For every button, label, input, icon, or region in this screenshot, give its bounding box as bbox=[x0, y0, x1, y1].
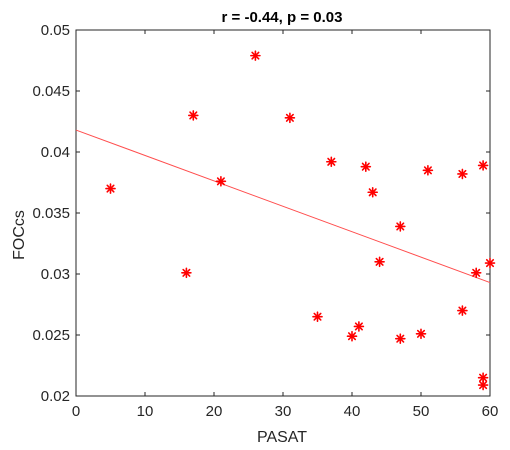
data-point bbox=[312, 311, 323, 323]
x-tick-label: 40 bbox=[344, 403, 361, 420]
x-tick-label: 0 bbox=[72, 403, 80, 420]
y-tick-label: 0.035 bbox=[32, 205, 70, 222]
y-axis-label: FOCcs bbox=[11, 210, 28, 260]
data-point bbox=[284, 112, 296, 124]
chart-title: r = -0.44, p = 0.03 bbox=[222, 9, 343, 26]
data-point bbox=[325, 156, 337, 168]
data-point bbox=[374, 256, 385, 268]
regression-line bbox=[75, 129, 491, 284]
data-point bbox=[188, 110, 199, 121]
data-point bbox=[181, 267, 192, 279]
x-tick-label: 20 bbox=[206, 403, 223, 420]
y-axis: 0.02 0.025 0.03 0.035 0.04 0.045 0.05 bbox=[32, 22, 490, 405]
data-point bbox=[360, 161, 372, 172]
data-points bbox=[105, 50, 496, 391]
y-tick-label: 0.025 bbox=[32, 327, 70, 344]
x-tick-label: 30 bbox=[275, 403, 292, 420]
data-point bbox=[484, 257, 496, 269]
data-point bbox=[415, 328, 427, 340]
y-tick-label: 0.045 bbox=[32, 83, 70, 100]
y-tick-label: 0.04 bbox=[41, 144, 70, 161]
data-point bbox=[250, 50, 261, 61]
data-point bbox=[477, 160, 489, 171]
data-point bbox=[346, 330, 358, 342]
plot-area-frame bbox=[75, 29, 491, 397]
data-point bbox=[457, 305, 468, 316]
x-tick-label: 60 bbox=[482, 403, 499, 420]
data-point bbox=[457, 168, 468, 180]
data-point bbox=[477, 379, 489, 391]
data-point bbox=[470, 267, 482, 279]
data-point bbox=[105, 183, 116, 194]
y-tick-label: 0.02 bbox=[41, 388, 70, 405]
x-tick-label: 10 bbox=[137, 403, 154, 420]
data-point bbox=[394, 221, 406, 232]
x-axis-label: PASAT bbox=[257, 429, 307, 446]
data-point bbox=[422, 165, 434, 176]
data-point bbox=[353, 321, 365, 332]
data-point bbox=[367, 186, 379, 198]
data-point bbox=[215, 175, 227, 187]
y-tick-label: 0.03 bbox=[41, 266, 70, 283]
x-tick-label: 50 bbox=[413, 403, 430, 420]
y-tick-label: 0.05 bbox=[41, 22, 70, 39]
data-point bbox=[394, 333, 406, 344]
x-axis: 0 10 20 30 40 50 60 bbox=[72, 30, 499, 420]
